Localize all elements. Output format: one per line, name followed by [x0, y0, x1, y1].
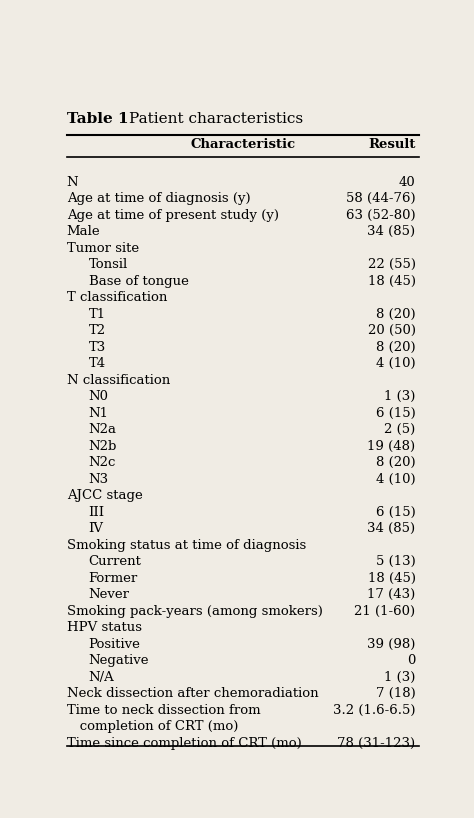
Text: N0: N0	[89, 390, 109, 403]
Text: Patient characteristics: Patient characteristics	[129, 112, 303, 126]
Text: Never: Never	[89, 588, 129, 601]
Text: 8 (20): 8 (20)	[376, 341, 416, 353]
Text: N2b: N2b	[89, 440, 117, 453]
Text: 4 (10): 4 (10)	[376, 473, 416, 486]
Text: 34 (85): 34 (85)	[367, 225, 416, 238]
Text: 34 (85): 34 (85)	[367, 523, 416, 535]
Text: AJCC stage: AJCC stage	[66, 489, 142, 502]
Text: Tumor site: Tumor site	[66, 242, 139, 254]
Text: Smoking status at time of diagnosis: Smoking status at time of diagnosis	[66, 539, 306, 552]
Text: N2c: N2c	[89, 456, 116, 470]
Text: 20 (50): 20 (50)	[367, 324, 416, 337]
Text: 0: 0	[407, 654, 416, 667]
Text: Time since completion of CRT (mo): Time since completion of CRT (mo)	[66, 737, 301, 750]
Text: 8 (20): 8 (20)	[376, 308, 416, 321]
Text: 22 (55): 22 (55)	[367, 258, 416, 272]
Text: 1 (3): 1 (3)	[384, 390, 416, 403]
Text: HPV status: HPV status	[66, 622, 142, 634]
Text: 19 (48): 19 (48)	[367, 440, 416, 453]
Text: 8 (20): 8 (20)	[376, 456, 416, 470]
Text: 39 (98): 39 (98)	[367, 638, 416, 651]
Text: Table 1: Table 1	[66, 112, 128, 126]
Text: 18 (45): 18 (45)	[367, 572, 416, 585]
Text: 6 (15): 6 (15)	[376, 506, 416, 519]
Text: Current: Current	[89, 555, 142, 569]
Text: N classification: N classification	[66, 374, 170, 387]
Text: Positive: Positive	[89, 638, 140, 651]
Text: IV: IV	[89, 523, 104, 535]
Text: Smoking pack-years (among smokers): Smoking pack-years (among smokers)	[66, 605, 322, 618]
Text: 18 (45): 18 (45)	[367, 275, 416, 288]
Text: 7 (18): 7 (18)	[376, 687, 416, 700]
Text: 63 (52-80): 63 (52-80)	[346, 209, 416, 222]
Text: N/A: N/A	[89, 671, 114, 684]
Text: Time to neck dissection from: Time to neck dissection from	[66, 703, 260, 717]
Text: 4 (10): 4 (10)	[376, 357, 416, 371]
Text: T3: T3	[89, 341, 106, 353]
Text: Tonsil: Tonsil	[89, 258, 128, 272]
Text: III: III	[89, 506, 105, 519]
Text: N2a: N2a	[89, 423, 117, 436]
Text: Male: Male	[66, 225, 100, 238]
Text: 3.2 (1.6-6.5): 3.2 (1.6-6.5)	[333, 703, 416, 717]
Text: 40: 40	[399, 176, 416, 189]
Text: N1: N1	[89, 407, 109, 420]
Text: Neck dissection after chemoradiation: Neck dissection after chemoradiation	[66, 687, 318, 700]
Text: 1 (3): 1 (3)	[384, 671, 416, 684]
Text: T2: T2	[89, 324, 106, 337]
Text: T1: T1	[89, 308, 106, 321]
Text: Base of tongue: Base of tongue	[89, 275, 189, 288]
Text: Negative: Negative	[89, 654, 149, 667]
Text: Former: Former	[89, 572, 138, 585]
Text: 21 (1-60): 21 (1-60)	[355, 605, 416, 618]
Text: 2 (5): 2 (5)	[384, 423, 416, 436]
Text: 58 (44-76): 58 (44-76)	[346, 192, 416, 205]
Text: completion of CRT (mo): completion of CRT (mo)	[66, 721, 238, 733]
Text: Age at time of present study (y): Age at time of present study (y)	[66, 209, 279, 222]
Text: N3: N3	[89, 473, 109, 486]
Text: 6 (15): 6 (15)	[376, 407, 416, 420]
Text: T4: T4	[89, 357, 106, 371]
Text: T classification: T classification	[66, 291, 167, 304]
Text: 5 (13): 5 (13)	[376, 555, 416, 569]
Text: Age at time of diagnosis (y): Age at time of diagnosis (y)	[66, 192, 250, 205]
Text: Result: Result	[368, 138, 416, 151]
Text: 78 (31-123): 78 (31-123)	[337, 737, 416, 750]
Text: 17 (43): 17 (43)	[367, 588, 416, 601]
Text: Characteristic: Characteristic	[191, 138, 295, 151]
Text: N: N	[66, 176, 78, 189]
